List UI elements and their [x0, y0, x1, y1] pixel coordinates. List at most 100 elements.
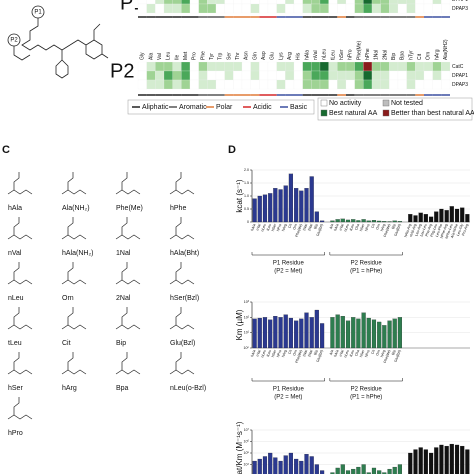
heat-cell: [423, 79, 433, 90]
bar: [423, 449, 428, 474]
heat-cell: [328, 0, 338, 5]
bar: [340, 218, 345, 223]
column-label: Ala(NH2): [443, 39, 449, 60]
heat-cell: [250, 0, 260, 5]
bar: [314, 211, 319, 223]
x-tick-label: Leu-Gly: [456, 223, 464, 236]
x-tick-label: Ala: [329, 349, 335, 355]
molecule-name: 2Nal: [116, 295, 131, 302]
x-tick-label: Orn: [375, 223, 381, 230]
heat-cell: [241, 70, 251, 81]
molecule-structure: [115, 307, 141, 330]
x-tick-label: Leu-Phe: [435, 223, 443, 237]
bar: [382, 325, 387, 349]
heat-cell: [319, 3, 329, 14]
heat-cell: [415, 61, 425, 72]
legend-swatch: [320, 99, 328, 107]
molecule-structure: [61, 217, 87, 240]
bar: [382, 221, 387, 223]
x-tick-label: hPro: [276, 223, 282, 232]
group-bracket: [251, 252, 325, 256]
bond: [169, 234, 195, 240]
bar: [460, 445, 465, 474]
column-label: Trp: [218, 52, 224, 60]
x-tick-label: hSer: [271, 223, 278, 232]
bar: [413, 449, 418, 474]
bar: [262, 194, 268, 223]
bar: [252, 198, 257, 223]
heat-cell: [389, 3, 399, 14]
molecule-name: Cit: [62, 340, 71, 347]
bar: [366, 220, 371, 223]
side-chain: [121, 307, 128, 325]
x-tick-label: nLeu: [260, 223, 266, 232]
column-label: Tyr: [209, 53, 215, 60]
heat-cell: [215, 79, 225, 90]
legend-label: Acidic: [253, 104, 272, 111]
x-tick-label: hAla: [333, 349, 339, 357]
column-label: Ser: [226, 52, 232, 60]
bond: [169, 279, 195, 285]
heat-cell: [215, 61, 225, 72]
legend-label: Better than best natural AA: [391, 110, 474, 117]
bar: [356, 318, 361, 349]
column-label: hSer: [339, 49, 345, 60]
heat-cell: [224, 70, 234, 81]
side-chain: [13, 217, 20, 235]
bar: [434, 211, 439, 223]
legend-label: No activity: [329, 100, 362, 107]
x-tick-label: Ala: [329, 223, 335, 229]
x-tick-label: Glu(Bzl): [316, 223, 324, 237]
heat-cell: [293, 79, 303, 90]
y-tick-label: 10⁷: [244, 428, 250, 432]
heat-cell: [207, 0, 217, 5]
bond: [7, 234, 33, 240]
heat-cell: [137, 79, 147, 90]
heat-cell: [137, 61, 147, 72]
heat-cell: [285, 79, 295, 90]
molecule-structure: [61, 307, 87, 330]
heat-cell: [319, 70, 329, 81]
molecule-name: hAla(Bht): [170, 250, 199, 257]
x-tick-label: 1Nal: [302, 223, 308, 232]
heat-cell: [371, 70, 381, 81]
heat-cell: [293, 0, 303, 5]
row-label: DPAP3: [452, 82, 468, 88]
heat-cell: [181, 61, 191, 72]
heat-cell: [285, 70, 295, 81]
y-tick-label: 10⁶: [244, 439, 250, 443]
heat-cell: [207, 79, 217, 90]
column-label: Bip: [391, 53, 397, 60]
heat-cell: [181, 0, 191, 5]
heat-cell: [137, 0, 147, 5]
heat-cell: [259, 3, 269, 14]
x-tick-label: Bip: [313, 223, 319, 229]
column-label: Met: [183, 51, 189, 60]
x-tick-label: hAla-Arg: [404, 223, 413, 238]
column-label: His: [296, 52, 302, 60]
x-tick-label: nVal: [255, 223, 261, 231]
bar: [283, 455, 288, 474]
p1-circle-label: P1: [34, 10, 42, 16]
heat-cell: [267, 3, 277, 14]
legend-label: Best natural AA: [329, 110, 378, 117]
bar: [330, 317, 335, 349]
heat-cell: [146, 3, 156, 14]
bar: [283, 314, 288, 349]
x-tick-label: Phe(Me): [383, 223, 391, 237]
x-tick-label: Phe(Me): [295, 349, 303, 363]
heat-cell: [233, 0, 243, 5]
heat-cell: [397, 79, 407, 90]
molecule-name: hArg: [62, 385, 77, 392]
x-tick-label: Leu-Arg: [414, 223, 422, 236]
heat-cell: [172, 61, 182, 72]
bar: [268, 319, 273, 349]
heat-cell: [181, 79, 191, 90]
column-label: nVal: [313, 50, 319, 60]
y-tick-label: 10⁴: [243, 462, 249, 466]
heat-cell: [189, 3, 199, 14]
heat-cell: [371, 0, 381, 5]
column-label: hAla: [304, 50, 310, 60]
heat-cell: [311, 70, 321, 81]
molecule-structure: [169, 262, 195, 285]
